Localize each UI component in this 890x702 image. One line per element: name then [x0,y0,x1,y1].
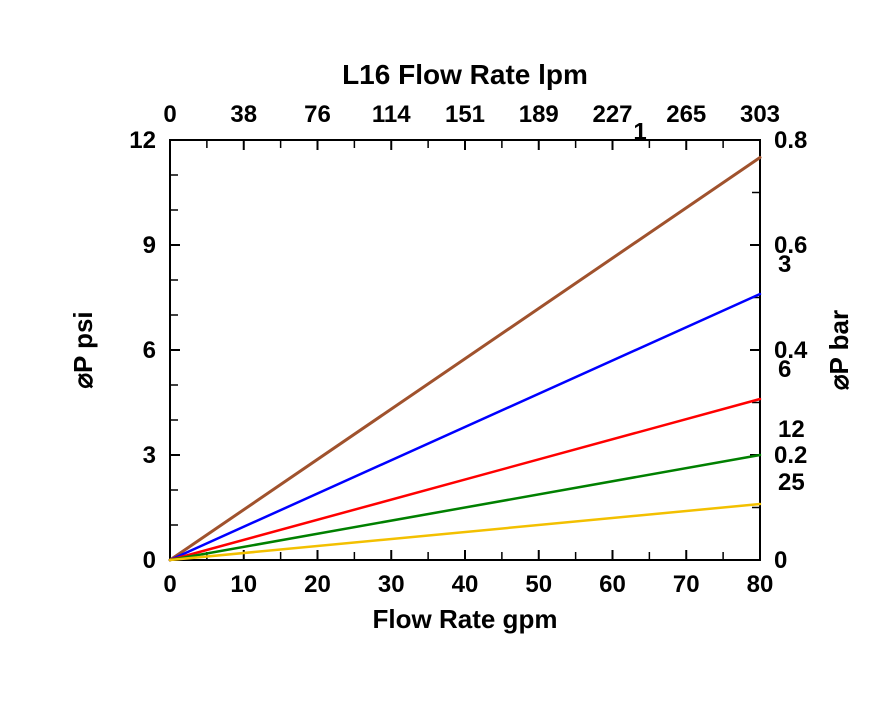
series-label: 12 [778,416,805,443]
y-left-tick-label: 6 [143,337,156,364]
x-bottom-tick-label: 80 [747,571,774,598]
y-left-tick-label: 12 [129,127,156,154]
x-top-tick-label: 76 [304,101,331,128]
series-label: 3 [778,251,791,278]
x-bottom-tick-label: 50 [525,571,552,598]
x-bottom-tick-label: 60 [599,571,626,598]
chart-container: 01020304050607080Flow Rate gpm0387611415… [0,0,890,702]
x-bottom-tick-label: 10 [230,571,257,598]
x-top-tick-label: 114 [372,101,411,128]
series-label: 6 [778,356,791,383]
chart-title-top: L16 Flow Rate lpm [342,59,588,90]
x-top-tick-label: 151 [445,101,485,128]
x-top-tick-label: 227 [592,101,632,128]
x-bottom-tick-label: 40 [452,571,479,598]
y-left-tick-label: 3 [143,442,156,469]
y-left-tick-label: 0 [143,547,156,574]
y-left-axis-label: ⌀P psi [68,311,98,388]
x-bottom-tick-label: 70 [673,571,700,598]
y-right-tick-label: 0.2 [774,442,807,469]
series-label: 1 [633,119,646,146]
x-bottom-tick-label: 0 [163,571,176,598]
x-bottom-tick-label: 20 [304,571,331,598]
y-right-tick-label: 0 [774,547,787,574]
line-chart: 01020304050607080Flow Rate gpm0387611415… [0,0,890,702]
series-label: 25 [778,469,805,496]
y-left-tick-label: 9 [143,232,156,259]
x-top-tick-label: 38 [230,101,257,128]
x-top-tick-label: 303 [740,101,780,128]
x-bottom-tick-label: 30 [378,571,405,598]
x-top-tick-label: 0 [163,101,176,128]
y-right-tick-label: 0.8 [774,127,807,154]
x-top-tick-label: 265 [666,101,706,128]
x-bottom-axis-label: Flow Rate gpm [373,604,558,634]
y-right-axis-label: ⌀P bar [824,310,854,390]
x-top-tick-label: 189 [519,101,559,128]
